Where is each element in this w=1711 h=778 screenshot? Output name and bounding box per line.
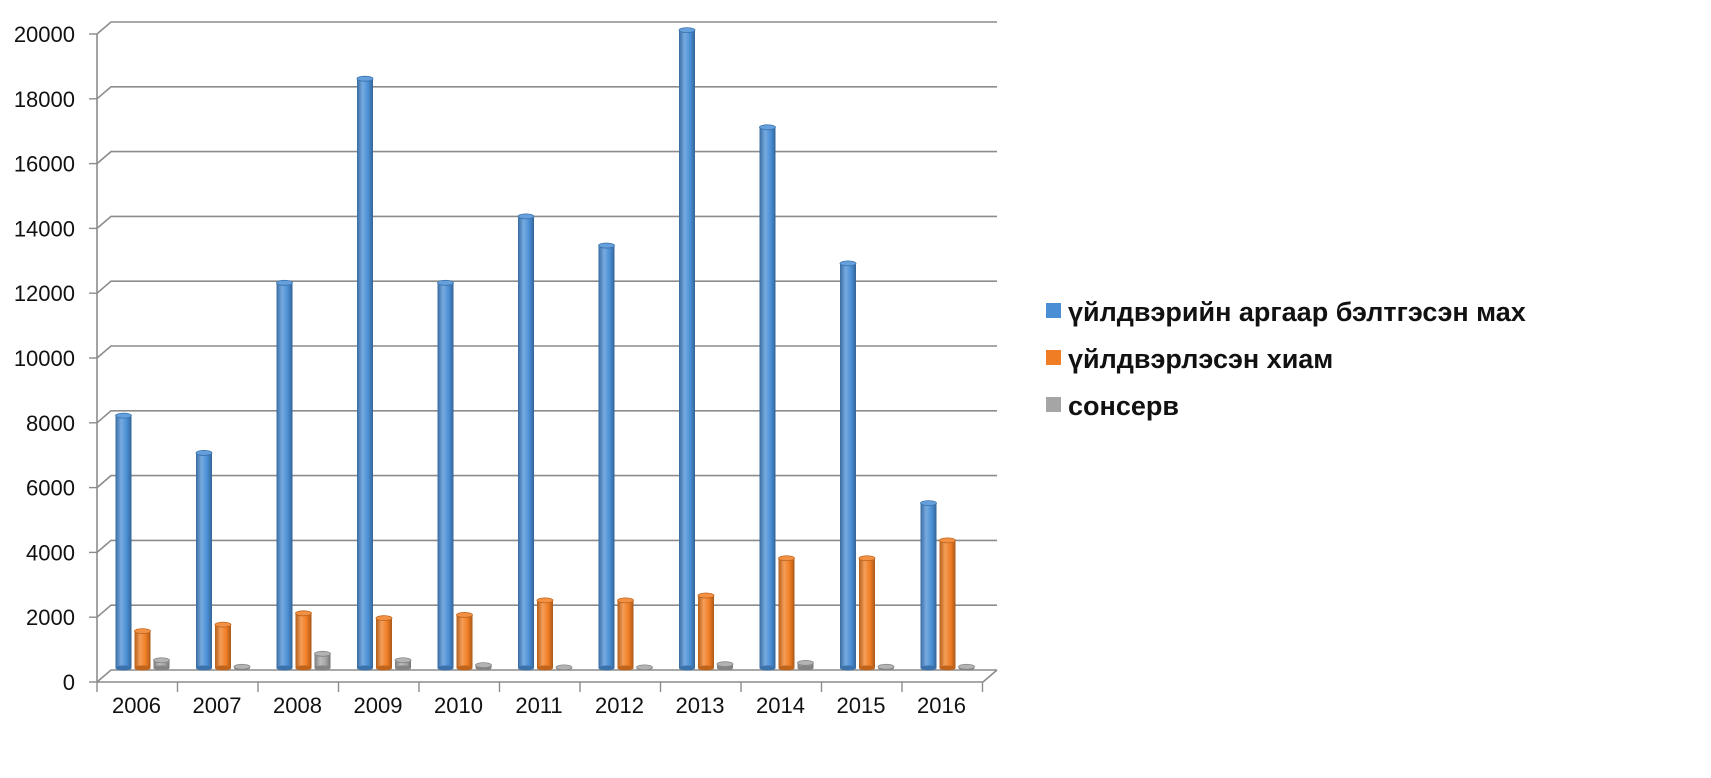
y-tick-label: 16000	[14, 152, 75, 177]
gridline	[96, 150, 997, 165]
gridline	[96, 474, 997, 489]
bar	[276, 279, 293, 671]
bar	[839, 260, 857, 671]
bar	[115, 412, 132, 671]
bar	[877, 663, 895, 671]
x-tick-label: 2011	[515, 693, 562, 718]
y-tick-label: 20000	[14, 22, 75, 47]
bar	[958, 663, 975, 671]
x-tick-label: 2007	[193, 693, 242, 718]
y-tick-label: 8000	[26, 411, 75, 436]
floor-edge	[982, 669, 998, 683]
gridline	[96, 345, 997, 359]
x-tick-label: 2015	[837, 693, 886, 718]
bar	[295, 610, 312, 671]
x-tick-label: 2014	[756, 693, 805, 718]
bar	[153, 657, 170, 671]
y-tick-label: 10000	[14, 346, 75, 371]
tick-labels: 0 2000 4000 6000 8000 10000 12000 14000 16000 180…	[14, 22, 966, 718]
x-tick-label: 2016	[917, 693, 966, 718]
bar	[536, 597, 554, 671]
y-tick-label: 4000	[26, 540, 75, 565]
bar	[214, 621, 232, 671]
bar	[920, 500, 937, 671]
x-tick-label: 2006	[112, 693, 161, 718]
x-tick-label: 2010	[434, 693, 483, 718]
gridline	[96, 21, 997, 35]
legend-label: сонсерв	[1068, 391, 1179, 421]
bar	[375, 615, 393, 671]
axes	[89, 33, 998, 692]
bar	[475, 662, 492, 671]
gridline	[96, 86, 997, 100]
bar	[598, 242, 615, 671]
bar	[759, 124, 776, 671]
y-tick-label: 6000	[26, 476, 75, 501]
bar	[233, 663, 251, 671]
y-tick-label: 2000	[26, 605, 75, 630]
bar	[797, 659, 814, 671]
x-tick-label: 2013	[676, 693, 725, 718]
bars	[115, 27, 975, 671]
bar	[314, 650, 331, 671]
bar	[617, 597, 634, 671]
bar	[356, 75, 374, 671]
legend: үйлдвэрийн аргаар бэлтгэсэн мах үйлдвэрлэ…	[1046, 297, 1526, 421]
gridline	[96, 409, 997, 424]
bar	[858, 555, 876, 671]
bar	[394, 657, 412, 671]
bar	[555, 664, 573, 671]
gridlines	[96, 21, 997, 683]
bar	[134, 628, 151, 671]
legend-item: үйлдвэрлэсэн хиам	[1046, 344, 1333, 374]
gridline	[96, 539, 997, 554]
y-tick-label: 12000	[14, 281, 75, 306]
bar	[195, 450, 213, 671]
bar	[678, 27, 696, 671]
y-tick-label: 18000	[14, 87, 75, 112]
legend-swatch	[1046, 303, 1061, 318]
bar	[716, 661, 734, 671]
bar	[517, 213, 535, 671]
legend-item: сонсерв	[1046, 391, 1179, 421]
x-tick-label: 2008	[273, 693, 322, 718]
legend-item: үйлдвэрийн аргаар бэлтгэсэн мах	[1046, 297, 1526, 327]
bar	[697, 592, 715, 671]
x-tick-label: 2009	[354, 693, 403, 718]
legend-label: үйлдвэрлэсэн хиам	[1068, 344, 1333, 374]
bar	[437, 279, 454, 671]
legend-swatch	[1046, 397, 1061, 412]
bar	[939, 537, 956, 671]
bar	[636, 664, 653, 671]
gridline	[96, 669, 997, 683]
x-tick-label: 2012	[595, 693, 644, 718]
gridline	[96, 280, 997, 294]
bar	[778, 555, 795, 671]
y-tick-label: 14000	[14, 216, 75, 241]
legend-swatch	[1046, 350, 1061, 365]
gridline	[96, 215, 997, 230]
y-tick-label: 0	[63, 670, 75, 695]
bar	[456, 612, 473, 671]
legend-label: үйлдвэрийн аргаар бэлтгэсэн мах	[1068, 297, 1526, 327]
